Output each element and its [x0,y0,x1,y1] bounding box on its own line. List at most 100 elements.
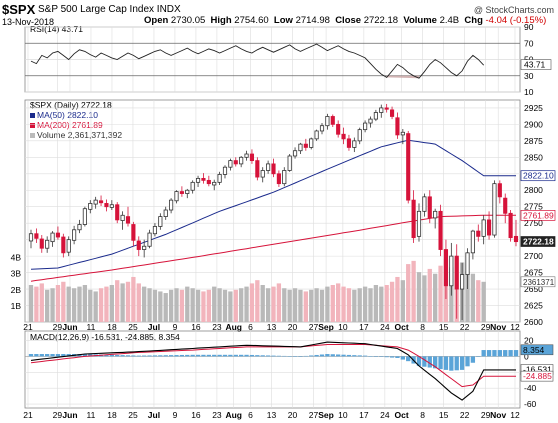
macd-x-label: 25 [128,410,138,420]
macd-x-label: Nov [490,410,506,420]
volume-bar [55,285,61,322]
macd-panel-frame [24,330,521,409]
candle-up [325,116,330,127]
volume-bar [222,289,228,322]
macd-histogram-bar [131,355,136,357]
candle-down [508,212,513,239]
macd-x-label: Oct [395,410,409,420]
macd-histogram-bar [476,356,481,357]
volume-bar [271,286,276,322]
candle-up [352,140,357,148]
volume-bar [239,288,244,322]
price-x-label: 29 [53,322,63,332]
macd-histogram-bar [201,354,206,357]
candle-down [179,191,184,194]
volume-bar [136,283,141,322]
candle-down [389,109,395,117]
volume-bar [98,288,104,322]
volume-bar [384,285,389,322]
price-tick-label: 2650 [524,284,543,294]
macd-histogram-bar [34,354,39,357]
macd-histogram-bar [217,354,222,357]
volume-bar [249,283,255,322]
price-x-label: Nov [490,322,506,332]
volume-bar [314,288,319,322]
candle-up [120,214,125,221]
candle-up [416,210,422,237]
volume-bar [115,280,120,322]
macd-histogram-bar [185,354,190,357]
volume-bar [341,286,346,322]
volume-bar [389,281,395,322]
volume-bar [470,273,476,322]
volume-bar [50,288,55,322]
macd-histogram-bar [373,356,379,357]
price-x-label: 21 [23,322,33,332]
volume-bar [82,285,88,322]
macd-histogram-bar [163,355,168,357]
candle-up [28,233,34,242]
candle-up [217,174,222,183]
price-x-label: 27 [309,322,319,332]
volume-bar [212,286,217,322]
macd-histogram-bar [325,354,330,357]
price-tick-label: 2675 [524,268,543,278]
candle-down [55,232,61,238]
macd-histogram-bar [503,350,508,357]
rsi-oversold-fill [386,75,419,79]
candle-up [433,210,438,219]
macd-x-label: 29 [481,410,491,420]
candle-up [357,129,362,142]
macd-tick-label: 0 [524,351,529,361]
macd-histogram-bar [368,356,373,357]
macd-histogram-bar [142,355,147,357]
volume-bar [142,286,147,322]
price-x-label: 12 [510,322,520,332]
macd-histogram-bar [443,356,449,370]
macd-histogram-bar [28,354,34,357]
macd-histogram-bar [222,354,228,357]
volume-bar [276,283,282,322]
candle-down [98,200,104,204]
ma50-legend: MA(50) 2822.10 [30,110,98,120]
macd-histogram-bar [179,354,185,357]
candle-up [66,239,71,253]
candle-down [303,143,308,148]
candle-up [465,252,470,275]
volume-bar [433,273,438,322]
macd-histogram-bar [152,355,158,357]
price-tick-label: 2900 [524,119,543,129]
ma200-line [30,214,516,282]
volume-bar [125,281,131,322]
volume-bar [185,286,190,322]
volume-bar [120,283,125,322]
rsi-legend: RSI(14) 43.71 [30,24,83,34]
macd-histogram-bar [292,356,298,357]
candle-up [282,170,287,185]
price-tick-label: 2875 [524,136,543,146]
macd-histogram-bar [212,354,217,357]
volume-bar [217,288,222,322]
macd-x-label: 20 [288,410,298,420]
macd-histogram-bar [244,354,249,357]
volume-bar [28,285,34,322]
volume-bar [330,285,335,322]
candle-down [136,240,141,250]
volume-bar [373,285,379,322]
macd-histogram-bar [249,354,255,357]
candle-up [195,177,201,183]
macd-histogram-bar [357,355,362,357]
candle-up [373,112,378,120]
volume-bar [34,286,39,322]
candle-down [443,249,449,287]
macd-histogram-bar [319,354,325,357]
macd-histogram-bar [255,355,260,357]
macd-x-label: 21 [23,410,33,420]
macd-x-label: 12 [510,410,520,420]
price-tag-value: 2722.18 [523,237,554,247]
macd-histogram-bar [260,355,265,357]
candle-down [115,204,120,221]
candle-up [222,166,228,175]
macd-histogram-bar [195,354,201,357]
